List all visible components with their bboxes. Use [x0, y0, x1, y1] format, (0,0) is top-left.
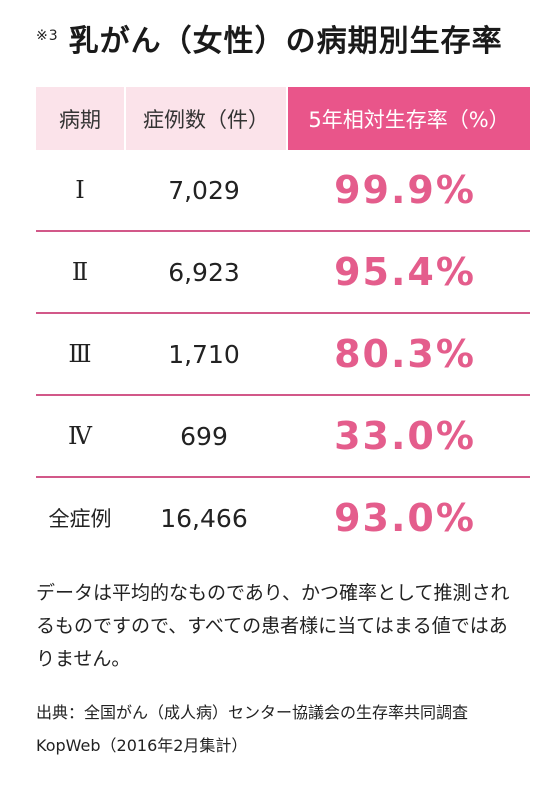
survival-rate-cell: 33.0% — [334, 414, 476, 458]
table-row: Ⅲ 1,710 80.3% — [36, 314, 530, 396]
survival-rate-cell: 99.9% — [334, 168, 476, 212]
cases-cell: 1,710 — [168, 339, 240, 369]
cases-cell: 7,029 — [168, 175, 240, 205]
page-title: 乳がん（女性）の病期別生存率 — [68, 24, 503, 59]
cases-cell: 16,466 — [160, 503, 248, 533]
stage-cell: Ⅱ — [71, 258, 89, 286]
table-row: Ⅰ 7,029 99.9% — [36, 150, 530, 232]
survival-rate-cell: 80.3% — [334, 332, 476, 376]
column-header-cases: 症例数（件） — [126, 87, 286, 150]
survival-table: 病期 症例数（件） 5年相対生存率（%） Ⅰ 7,029 99.9% Ⅱ 6,9… — [36, 87, 530, 558]
table-row: Ⅳ 699 33.0% — [36, 396, 530, 478]
column-header-survival-rate: 5年相対生存率（%） — [288, 87, 530, 150]
table-header: 病期 症例数（件） 5年相対生存率（%） — [36, 87, 530, 150]
stage-cell: Ⅳ — [68, 422, 92, 450]
title-block: ※3 乳がん（女性）の病期別生存率 — [36, 22, 503, 62]
cases-cell: 699 — [180, 421, 228, 451]
survival-rate-cell: 93.0% — [334, 496, 476, 540]
stage-cell: 全症例 — [48, 507, 112, 531]
cases-cell: 6,923 — [168, 257, 240, 287]
source-citation: 出典：全国がん（成人病）センター協議会の生存率共同調査 KopWeb（2016年… — [36, 696, 536, 762]
survival-rate-cell: 95.4% — [334, 250, 476, 294]
stage-cell: Ⅲ — [68, 340, 92, 368]
stage-cell: Ⅰ — [75, 176, 85, 204]
footnote-mark: ※3 — [36, 28, 59, 44]
table-row-total: 全症例 16,466 93.0% — [36, 478, 530, 558]
source-line: 出典：全国がん（成人病）センター協議会の生存率共同調査 — [36, 703, 469, 722]
source-line: KopWeb（2016年2月集計） — [36, 736, 248, 755]
table-row: Ⅱ 6,923 95.4% — [36, 232, 530, 314]
disclaimer-note: データは平均的なものであり、かつ確率として推測されるものですので、すべての患者様… — [36, 582, 510, 670]
column-header-stage: 病期 — [36, 87, 124, 150]
